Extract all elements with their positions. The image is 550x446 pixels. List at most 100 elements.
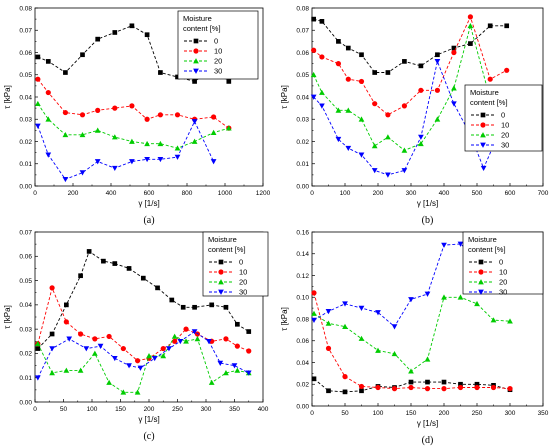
data-point-20 (371, 143, 378, 149)
legend-entry-30: 30 (499, 288, 507, 297)
y-tick-label: 0.16 (296, 229, 309, 236)
data-point-20 (174, 145, 181, 151)
data-point-30 (342, 301, 348, 307)
legend-marker-20 (193, 58, 199, 64)
y-tick-label: 0.04 (296, 360, 309, 367)
data-point-0 (311, 376, 317, 382)
legend-entry-20: 20 (239, 278, 247, 287)
y-tick-label: 0.02 (19, 139, 32, 146)
y-tick-label: 0.08 (19, 5, 32, 12)
legend-entry-0: 0 (239, 258, 243, 267)
data-point-30 (94, 159, 101, 165)
data-point-0 (458, 381, 463, 387)
data-point-20 (171, 333, 178, 339)
legend-box (462, 231, 544, 295)
legend-marker-30 (480, 142, 486, 148)
legend-entry-20: 20 (501, 131, 509, 140)
data-point-10 (112, 105, 118, 111)
data-point-30 (177, 338, 184, 345)
data-point-20 (335, 107, 342, 113)
data-point-0 (95, 36, 101, 42)
data-point-30 (79, 170, 86, 176)
legend-title-line2: content [%] (183, 24, 221, 33)
data-point-10 (319, 54, 325, 60)
data-point-20 (134, 389, 141, 395)
legend-marker-30 (193, 68, 199, 74)
data-point-10 (490, 384, 497, 391)
data-point-20 (311, 310, 317, 316)
data-point-0 (342, 389, 348, 395)
data-point-20 (451, 85, 457, 91)
y-tick-label: 0.05 (19, 278, 32, 285)
chart-panel-b: 0 100 200 300 400 500 600 7000.000.010.020.030.… (280, 5, 549, 226)
data-point-30 (45, 152, 52, 158)
y-tick-label: 0.03 (296, 117, 309, 124)
panel-label: (d) (422, 435, 434, 446)
legend-entry-10: 10 (499, 268, 507, 277)
chart-panel-d: 0 50 100 150 200 250 300 3500.000.020.040.060.0… (280, 229, 549, 446)
data-point-20 (234, 367, 241, 373)
data-point-10 (157, 112, 163, 118)
y-tick-label: 0.10 (296, 295, 309, 302)
data-point-0 (209, 302, 215, 308)
data-point-20 (129, 138, 135, 144)
legend-title-line1: Moisture (470, 88, 499, 97)
series-line-10 (313, 292, 511, 390)
data-point-20 (49, 369, 55, 376)
data-point-30 (83, 346, 90, 352)
y-tick-label: 0.03 (19, 117, 32, 124)
legend-title-line1: Moisture (468, 235, 497, 244)
data-point-10 (358, 383, 365, 390)
data-point-30 (451, 101, 457, 107)
data-point-0 (402, 59, 407, 64)
data-point-0 (345, 45, 351, 51)
data-point-0 (504, 23, 510, 29)
x-tick-label: 400 (106, 190, 117, 197)
data-point-20 (160, 352, 167, 359)
data-point-20 (434, 116, 441, 122)
data-point-0 (474, 381, 480, 387)
data-point-20 (146, 352, 152, 359)
data-point-20 (467, 22, 474, 29)
data-point-10 (160, 345, 166, 352)
series-line-30 (37, 331, 250, 378)
y-tick-label: 0.07 (296, 28, 309, 35)
data-point-0 (408, 379, 414, 385)
legend-box (464, 84, 543, 152)
legend-marker-30 (218, 289, 224, 295)
panel-label: (a) (143, 215, 154, 226)
data-point-0 (487, 23, 493, 29)
data-point-10 (325, 345, 332, 351)
data-point-0 (35, 346, 41, 351)
chart-panel-a: 0 200 400 600 800 1000 12000.000.010.020.030.0… (3, 5, 271, 226)
y-tick-label: 0.12 (296, 273, 309, 280)
legend-title-line2: content [%] (470, 98, 508, 107)
data-point-20 (507, 318, 513, 324)
data-point-10 (451, 49, 457, 56)
data-point-20 (441, 294, 447, 300)
legend-title-line2: content [%] (208, 245, 246, 254)
data-point-0 (78, 273, 83, 279)
y-tick-label: 0.00 (19, 399, 32, 406)
data-point-30 (151, 355, 158, 362)
data-point-10 (311, 47, 317, 53)
x-tick-label: 150 (115, 406, 126, 413)
y-tick-label: 0.07 (19, 229, 32, 236)
data-point-0 (126, 266, 132, 271)
data-point-10 (335, 61, 341, 67)
data-point-30 (205, 338, 212, 345)
x-tick-label: 150 (406, 410, 417, 417)
series-line-10 (313, 15, 507, 116)
y-tick-label: 0.06 (19, 254, 32, 261)
data-point-30 (310, 94, 317, 100)
data-point-30 (401, 168, 408, 174)
data-point-0 (385, 70, 391, 75)
data-point-10 (174, 112, 181, 118)
y-tick-label: 0.01 (19, 161, 32, 168)
x-tick-label: 600 (505, 190, 516, 197)
data-point-20 (490, 317, 497, 323)
y-tick-label: 0.05 (19, 72, 32, 79)
data-point-10 (78, 331, 84, 337)
